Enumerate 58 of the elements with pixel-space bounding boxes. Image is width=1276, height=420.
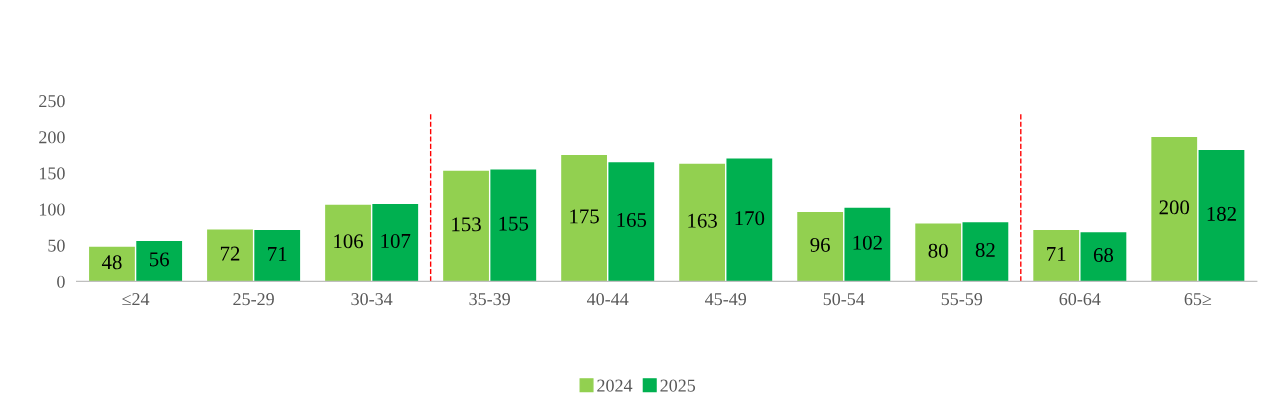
data-label: 170 [735, 211, 765, 226]
bar [915, 223, 962, 282]
y-tick-label: 250 [39, 95, 65, 108]
bar [561, 154, 607, 282]
data-label: 96 [810, 237, 830, 252]
data-label: 68 [1093, 247, 1114, 263]
y-tick-label: 200 [39, 131, 65, 144]
data-label: 107 [381, 233, 411, 248]
x-tick-label: ≤24 [122, 293, 150, 306]
x-tick-label: 35-39 [469, 293, 510, 306]
data-label: 165 [617, 213, 647, 228]
y-tick-label: 150 [39, 167, 65, 180]
x-tick-label: 25-29 [233, 293, 274, 306]
x-tick-label: 55-59 [941, 293, 983, 306]
bar [1151, 136, 1198, 282]
data-label: 80 [928, 243, 948, 258]
y-tick-label: 50 [48, 239, 65, 252]
data-label: 102 [853, 235, 882, 250]
bar [1033, 230, 1080, 282]
x-tick-label: 60-64 [1059, 293, 1101, 306]
data-label: 175 [570, 209, 599, 224]
bar [844, 207, 891, 282]
bar [608, 162, 655, 282]
x-tick-label: 30-34 [351, 293, 393, 306]
data-label: 200 [1159, 200, 1190, 215]
data-label: 155 [499, 216, 529, 231]
data-label: 163 [688, 213, 717, 228]
data-label: 71 [268, 247, 287, 261]
data-label: 71 [1047, 247, 1066, 261]
legend-label: 2025 [660, 379, 696, 392]
x-tick-label: 40-44 [586, 293, 629, 306]
bar [1080, 232, 1127, 282]
data-label: 182 [1207, 206, 1236, 221]
bar [679, 163, 726, 282]
y-tick-label: 0 [57, 275, 65, 288]
data-label: 82 [975, 242, 995, 257]
x-tick-label: 50-54 [823, 293, 865, 306]
x-tick-label: 65≥ [1184, 293, 1212, 306]
bar [372, 204, 419, 282]
data-label: 56 [149, 252, 169, 267]
bar [443, 170, 489, 282]
bar [254, 230, 301, 282]
bar [726, 158, 773, 282]
bar [1198, 149, 1245, 282]
data-label: 48 [101, 255, 122, 270]
data-label: 106 [334, 234, 364, 249]
data-label: 72 [220, 246, 240, 261]
bar [136, 240, 183, 282]
bar [962, 222, 1009, 282]
bar [325, 204, 371, 282]
legend-label: 2024 [597, 379, 633, 392]
bar [797, 212, 844, 282]
bar [207, 229, 253, 282]
x-tick-label: 45-49 [705, 293, 747, 306]
data-label: 153 [452, 217, 481, 232]
y-tick-label: 100 [39, 203, 65, 216]
bar [490, 169, 537, 282]
bar [89, 246, 135, 282]
